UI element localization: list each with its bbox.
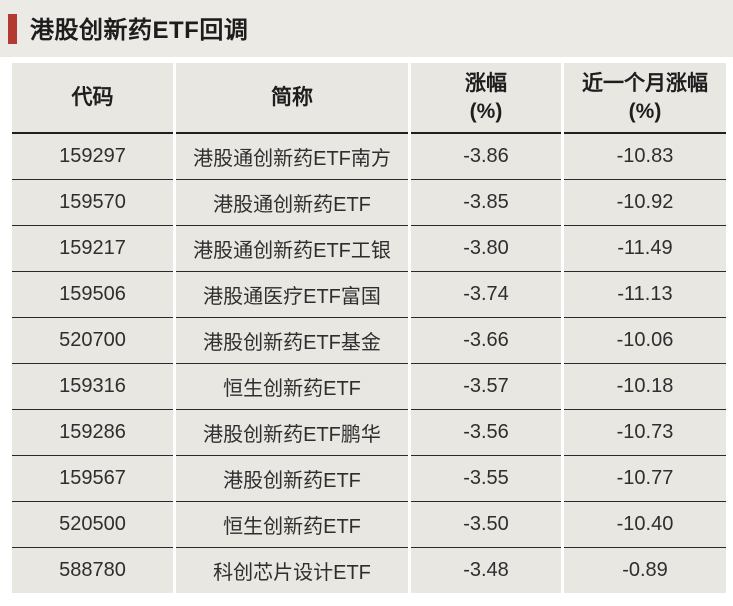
monthly-change-cell: -10.06 bbox=[564, 318, 726, 364]
name-cell: 港股创新药ETF基金 bbox=[176, 318, 408, 364]
monthly-change-cell: -0.89 bbox=[564, 548, 726, 593]
etf-table: 代码 简称 涨幅 (%) 近一个月涨幅 (%) 159297 港股通创新药ETF南方 -3.8… bbox=[9, 63, 729, 593]
header-cell-monthly-change: 近一个月涨幅 (%) bbox=[564, 63, 726, 134]
change-cell: -3.48 bbox=[411, 548, 561, 593]
name-cell: 港股创新药ETF bbox=[176, 456, 408, 502]
change-cell: -3.80 bbox=[411, 226, 561, 272]
change-cell: -3.74 bbox=[411, 272, 561, 318]
table-header-row: 代码 简称 涨幅 (%) 近一个月涨幅 (%) bbox=[12, 63, 726, 134]
name-cell: 港股通创新药ETF bbox=[176, 180, 408, 226]
monthly-change-cell: -10.40 bbox=[564, 502, 726, 548]
code-cell: 159570 bbox=[12, 180, 173, 226]
monthly-change-cell: -10.73 bbox=[564, 410, 726, 456]
code-cell: 159297 bbox=[12, 134, 173, 180]
name-cell: 恒生创新药ETF bbox=[176, 502, 408, 548]
change-cell: -3.50 bbox=[411, 502, 561, 548]
title-banner: 港股创新药ETF回调 bbox=[0, 0, 733, 57]
name-cell: 科创芯片设计ETF bbox=[176, 548, 408, 593]
monthly-change-cell: -10.18 bbox=[564, 364, 726, 410]
name-cell: 港股通医疗ETF富国 bbox=[176, 272, 408, 318]
header-cell-name: 简称 bbox=[176, 63, 408, 134]
change-cell: -3.57 bbox=[411, 364, 561, 410]
table-header: 代码 简称 涨幅 (%) 近一个月涨幅 (%) bbox=[12, 63, 726, 134]
code-cell: 588780 bbox=[12, 548, 173, 593]
title-accent-bar bbox=[8, 13, 17, 44]
page-title: 港股创新药ETF回调 bbox=[30, 17, 249, 44]
code-cell: 520700 bbox=[12, 318, 173, 364]
code-cell: 159316 bbox=[12, 364, 173, 410]
header-cell-code: 代码 bbox=[12, 63, 173, 134]
change-cell: -3.86 bbox=[411, 134, 561, 180]
monthly-change-cell: -10.83 bbox=[564, 134, 726, 180]
header-cell-change: 涨幅 (%) bbox=[411, 63, 561, 134]
name-cell: 港股通创新药ETF工银 bbox=[176, 226, 408, 272]
table-row: 588780 科创芯片设计ETF -3.48 -0.89 bbox=[12, 548, 726, 593]
code-cell: 159217 bbox=[12, 226, 173, 272]
table-row: 159217 港股通创新药ETF工银 -3.80 -11.49 bbox=[12, 226, 726, 272]
table-row: 159567 港股创新药ETF -3.55 -10.77 bbox=[12, 456, 726, 502]
code-cell: 520500 bbox=[12, 502, 173, 548]
table-row: 159286 港股创新药ETF鹏华 -3.56 -10.73 bbox=[12, 410, 726, 456]
monthly-change-cell: -10.77 bbox=[564, 456, 726, 502]
monthly-change-cell: -11.49 bbox=[564, 226, 726, 272]
monthly-change-cell: -10.92 bbox=[564, 180, 726, 226]
code-cell: 159286 bbox=[12, 410, 173, 456]
monthly-change-cell: -11.13 bbox=[564, 272, 726, 318]
change-cell: -3.56 bbox=[411, 410, 561, 456]
table-body: 159297 港股通创新药ETF南方 -3.86 -10.83 159570 港股通创新药… bbox=[12, 134, 726, 593]
table-row: 520500 恒生创新药ETF -3.50 -10.40 bbox=[12, 502, 726, 548]
change-cell: -3.85 bbox=[411, 180, 561, 226]
name-cell: 港股创新药ETF鹏华 bbox=[176, 410, 408, 456]
table-row: 159316 恒生创新药ETF -3.57 -10.18 bbox=[12, 364, 726, 410]
table-row: 159570 港股通创新药ETF -3.85 -10.92 bbox=[12, 180, 726, 226]
code-cell: 159506 bbox=[12, 272, 173, 318]
change-cell: -3.66 bbox=[411, 318, 561, 364]
table-row: 159506 港股通医疗ETF富国 -3.74 -11.13 bbox=[12, 272, 726, 318]
name-cell: 港股通创新药ETF南方 bbox=[176, 134, 408, 180]
change-cell: -3.55 bbox=[411, 456, 561, 502]
table-row: 159297 港股通创新药ETF南方 -3.86 -10.83 bbox=[12, 134, 726, 180]
table-row: 520700 港股创新药ETF基金 -3.66 -10.06 bbox=[12, 318, 726, 364]
name-cell: 恒生创新药ETF bbox=[176, 364, 408, 410]
code-cell: 159567 bbox=[12, 456, 173, 502]
